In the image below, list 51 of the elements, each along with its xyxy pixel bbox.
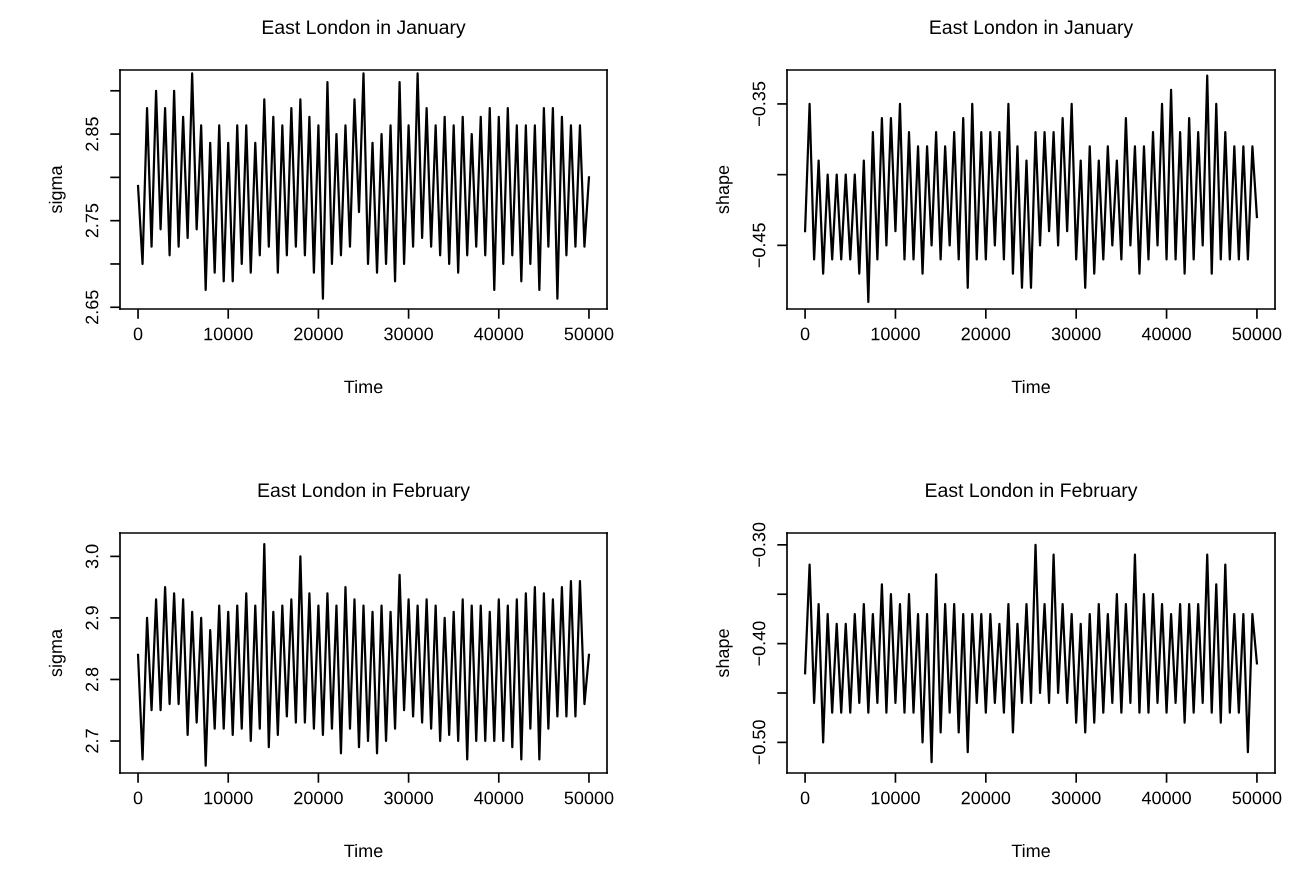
y-tick-label: 2.7 (85, 729, 99, 753)
y-axis-title: shape (715, 165, 733, 214)
x-tick-label: 30000 (384, 791, 433, 805)
chart-title: East London in January (262, 19, 466, 38)
x-tick-label: 50000 (1232, 327, 1282, 341)
line-series (803, 74, 1259, 304)
x-tick-label: 40000 (474, 791, 524, 805)
chart-title: East London in February (926, 482, 1138, 501)
x-tick-label: 10000 (871, 327, 920, 341)
x-axis-title: Time (1011, 380, 1050, 394)
x-tick-label: 30000 (384, 327, 433, 341)
x-tick-label: 40000 (1141, 327, 1191, 341)
x-tick-label: 0 (800, 791, 810, 805)
x-axis-title: Time (344, 844, 383, 858)
x-tick-label: 30000 (1051, 791, 1101, 805)
x-tick-label: 20000 (294, 791, 343, 805)
x-tick-label: 10000 (871, 791, 920, 805)
y-tick-label: 2.9 (85, 606, 99, 630)
y-axis-title: sigma (48, 165, 66, 214)
x-tick-label: 20000 (961, 791, 1011, 805)
y-tick-label: −0.50 (752, 720, 766, 765)
y-tick-label: 2.75 (85, 203, 99, 238)
x-axis-title: Time (1011, 844, 1050, 858)
y-tick-label: −0.45 (752, 223, 766, 268)
x-tick-label: 10000 (204, 791, 253, 805)
x-tick-label: 40000 (1141, 791, 1191, 805)
y-axis-title: sigma (48, 628, 66, 677)
chart-title: East London in February (258, 482, 470, 501)
x-tick-label: 40000 (474, 327, 524, 341)
y-axis-title: shape (715, 629, 733, 678)
x-tick-label: 50000 (564, 791, 614, 805)
y-tick-label: 2.85 (85, 117, 99, 151)
y-tick-label: −0.35 (752, 81, 766, 126)
y-tick-label: −0.30 (752, 522, 766, 567)
x-tick-label: 50000 (1232, 791, 1282, 805)
chart-title: East London in January (930, 19, 1134, 38)
y-tick-label: 2.65 (85, 290, 99, 324)
y-tick-label: 2.8 (85, 667, 99, 692)
x-tick-label: 0 (133, 327, 143, 341)
y-tick-label: −0.40 (752, 621, 766, 666)
line-series (136, 542, 591, 767)
x-tick-label: 20000 (294, 327, 343, 341)
y-tick-label: 3.0 (85, 544, 99, 569)
line-series (803, 543, 1259, 764)
x-tick-label: 10000 (204, 327, 253, 341)
x-tick-label: 30000 (1051, 327, 1101, 341)
x-axis-title: Time (344, 380, 383, 394)
x-tick-label: 20000 (961, 327, 1011, 341)
x-tick-label: 0 (133, 791, 143, 805)
x-tick-label: 50000 (564, 327, 614, 341)
x-tick-label: 0 (800, 327, 810, 341)
